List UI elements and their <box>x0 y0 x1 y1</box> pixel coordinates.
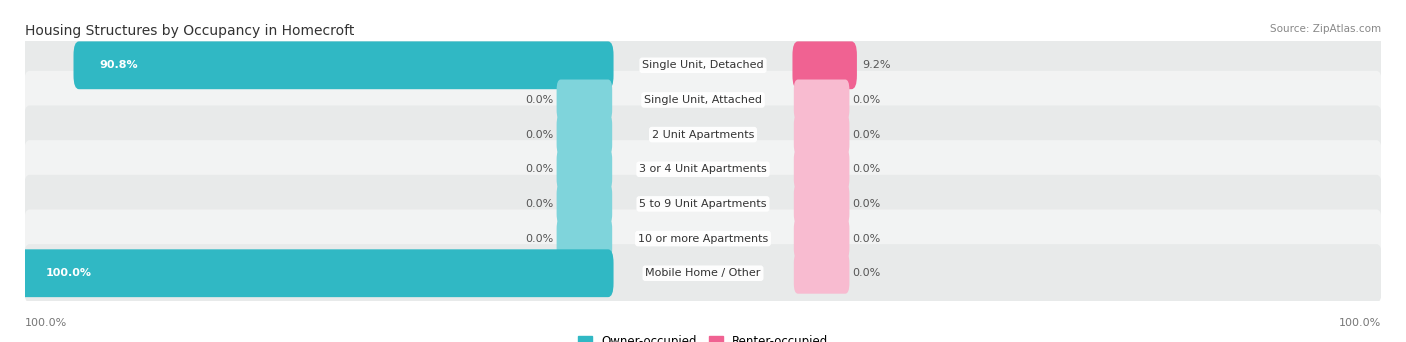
FancyBboxPatch shape <box>794 253 849 294</box>
FancyBboxPatch shape <box>557 149 612 190</box>
Text: 0.0%: 0.0% <box>526 234 554 244</box>
FancyBboxPatch shape <box>557 114 612 155</box>
FancyBboxPatch shape <box>557 79 612 120</box>
Text: 100.0%: 100.0% <box>45 268 91 278</box>
FancyBboxPatch shape <box>794 218 849 259</box>
FancyBboxPatch shape <box>794 149 849 190</box>
Text: Housing Structures by Occupancy in Homecroft: Housing Structures by Occupancy in Homec… <box>25 24 354 38</box>
Text: 0.0%: 0.0% <box>526 199 554 209</box>
FancyBboxPatch shape <box>557 218 612 259</box>
Text: 0.0%: 0.0% <box>852 268 880 278</box>
FancyBboxPatch shape <box>794 114 849 155</box>
Text: 3 or 4 Unit Apartments: 3 or 4 Unit Apartments <box>640 164 766 174</box>
Text: 0.0%: 0.0% <box>852 164 880 174</box>
Text: 0.0%: 0.0% <box>852 130 880 140</box>
Text: 90.8%: 90.8% <box>100 60 138 70</box>
FancyBboxPatch shape <box>557 183 612 224</box>
Text: 0.0%: 0.0% <box>526 130 554 140</box>
FancyBboxPatch shape <box>73 41 613 89</box>
FancyBboxPatch shape <box>24 244 1382 302</box>
Text: 2 Unit Apartments: 2 Unit Apartments <box>652 130 754 140</box>
Text: 10 or more Apartments: 10 or more Apartments <box>638 234 768 244</box>
Text: 100.0%: 100.0% <box>25 318 67 328</box>
FancyBboxPatch shape <box>24 140 1382 198</box>
Text: 5 to 9 Unit Apartments: 5 to 9 Unit Apartments <box>640 199 766 209</box>
Legend: Owner-occupied, Renter-occupied: Owner-occupied, Renter-occupied <box>572 330 834 342</box>
Text: Single Unit, Attached: Single Unit, Attached <box>644 95 762 105</box>
FancyBboxPatch shape <box>24 105 1382 164</box>
FancyBboxPatch shape <box>20 249 613 297</box>
FancyBboxPatch shape <box>24 71 1382 129</box>
Text: 0.0%: 0.0% <box>526 95 554 105</box>
Text: Single Unit, Detached: Single Unit, Detached <box>643 60 763 70</box>
Text: 0.0%: 0.0% <box>852 95 880 105</box>
Text: Source: ZipAtlas.com: Source: ZipAtlas.com <box>1270 24 1381 34</box>
FancyBboxPatch shape <box>793 41 856 89</box>
Text: Mobile Home / Other: Mobile Home / Other <box>645 268 761 278</box>
FancyBboxPatch shape <box>24 209 1382 268</box>
FancyBboxPatch shape <box>24 175 1382 233</box>
Text: 0.0%: 0.0% <box>852 199 880 209</box>
FancyBboxPatch shape <box>24 36 1382 94</box>
Text: 0.0%: 0.0% <box>526 164 554 174</box>
Text: 9.2%: 9.2% <box>862 60 891 70</box>
FancyBboxPatch shape <box>794 183 849 224</box>
Text: 0.0%: 0.0% <box>852 234 880 244</box>
Text: 100.0%: 100.0% <box>1339 318 1381 328</box>
FancyBboxPatch shape <box>794 79 849 120</box>
